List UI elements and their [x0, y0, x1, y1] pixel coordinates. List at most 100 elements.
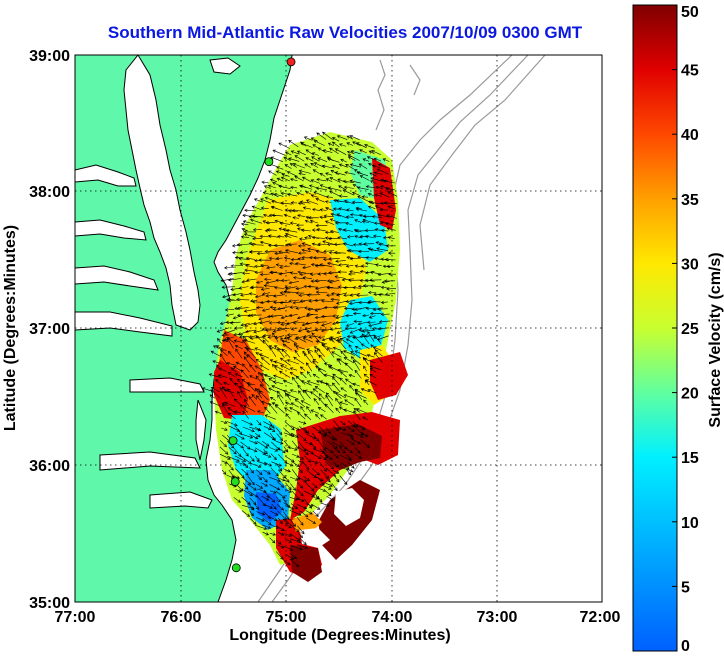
velocity-vector — [386, 264, 395, 269]
velocity-vector — [262, 339, 271, 349]
velocity-vector — [327, 157, 340, 163]
velocity-vector — [209, 401, 222, 407]
velocity-vector — [385, 187, 395, 191]
velocity-vector — [300, 228, 311, 233]
velocity-vector — [325, 178, 333, 183]
velocity-vector — [335, 392, 346, 399]
velocity-vector — [346, 439, 355, 445]
velocity-vector — [269, 432, 276, 442]
velocity-vector — [236, 313, 250, 318]
velocity-vector — [226, 337, 234, 349]
velocity-vector — [349, 328, 362, 334]
velocity-vector — [269, 476, 281, 483]
velocity-vector — [345, 338, 354, 343]
colorbar-tick-label: 15 — [681, 450, 699, 467]
velocity-vector — [331, 483, 338, 492]
velocity-vector — [289, 271, 298, 275]
velocity-vector — [261, 180, 269, 185]
velocity-vector — [272, 332, 279, 343]
velocity-vector — [311, 156, 320, 162]
velocity-vector — [329, 229, 340, 234]
velocity-vector — [250, 242, 264, 247]
colorbar-tick-label: 40 — [681, 127, 699, 144]
velocity-vector — [226, 440, 235, 449]
velocity-vector — [221, 469, 227, 475]
velocity-vector — [325, 476, 331, 483]
velocity-vector — [281, 348, 291, 358]
velocity-vector — [232, 365, 243, 373]
velocity-vector — [332, 346, 341, 351]
velocity-vector — [226, 421, 238, 427]
velocity-vector — [379, 208, 388, 212]
velocity-vector — [260, 357, 271, 366]
velocity-vector — [263, 185, 271, 189]
velocity-vector — [370, 180, 377, 184]
velocity-vector — [223, 336, 235, 342]
velocity-vector — [354, 389, 363, 401]
velocity-vector — [310, 162, 319, 168]
velocity-vector — [283, 213, 292, 218]
velocity-vector — [295, 291, 305, 295]
velocity-vector — [289, 221, 297, 225]
velocity-vector — [289, 497, 299, 501]
velocity-vector — [373, 352, 383, 363]
velocity-vector — [357, 249, 370, 254]
velocity-vector — [343, 185, 355, 190]
velocity-vector — [336, 292, 348, 297]
colorbar-tick-label: 35 — [681, 192, 699, 209]
velocity-vector — [334, 275, 347, 279]
velocity-vector — [306, 370, 312, 378]
velocity-vector — [269, 178, 278, 183]
velocity-vector — [281, 339, 290, 343]
velocity-vector — [241, 363, 250, 373]
velocity-vector — [301, 176, 312, 183]
velocity-vector — [332, 321, 340, 326]
velocity-vector — [241, 510, 251, 517]
velocity-vector — [275, 170, 284, 175]
velocity-vector — [380, 312, 390, 317]
velocity-vector — [342, 242, 354, 247]
velocity-vector — [307, 350, 314, 358]
velocity-vector — [268, 321, 278, 325]
velocity-vector — [323, 362, 333, 366]
velocity-vector — [294, 262, 306, 266]
velocity-vector — [263, 213, 271, 218]
velocity-vector — [284, 286, 298, 291]
velocity-vector — [306, 405, 312, 414]
velocity-vector — [269, 314, 283, 318]
velocity-vector — [289, 185, 298, 190]
velocity-vector — [277, 481, 285, 488]
velocity-vector — [297, 384, 305, 394]
velocity-vector — [313, 191, 327, 197]
velocity-vector — [237, 378, 244, 387]
velocity-vector — [300, 380, 312, 386]
velocity-vector — [291, 432, 299, 438]
velocity-vector — [294, 349, 300, 358]
velocity-vector — [315, 250, 326, 254]
velocity-vector — [244, 208, 257, 213]
velocity-vector — [244, 329, 257, 334]
velocity-vector — [324, 433, 336, 441]
velocity-vector — [355, 453, 363, 459]
velocity-vector — [274, 365, 284, 371]
velocity-vector — [313, 140, 325, 146]
map-panel[interactable] — [75, 55, 602, 602]
x-tick-label: 75:00 — [266, 609, 307, 626]
velocity-vector — [378, 320, 391, 324]
velocity-vector — [296, 150, 306, 156]
velocity-vector — [374, 193, 382, 197]
velocity-vector — [260, 198, 272, 204]
velocity-vector — [312, 144, 319, 149]
velocity-vector — [324, 200, 332, 204]
velocity-vector — [352, 359, 361, 371]
velocity-vector — [261, 378, 270, 387]
velocity-vector — [243, 233, 257, 238]
velocity-vector — [256, 440, 269, 449]
velocity-vector — [364, 379, 370, 386]
station-marker — [228, 436, 238, 446]
velocity-vector — [323, 272, 334, 276]
velocity-vector — [357, 321, 368, 326]
velocity-vector — [268, 256, 279, 261]
velocity-vector — [319, 208, 327, 212]
velocity-vector — [383, 201, 397, 205]
